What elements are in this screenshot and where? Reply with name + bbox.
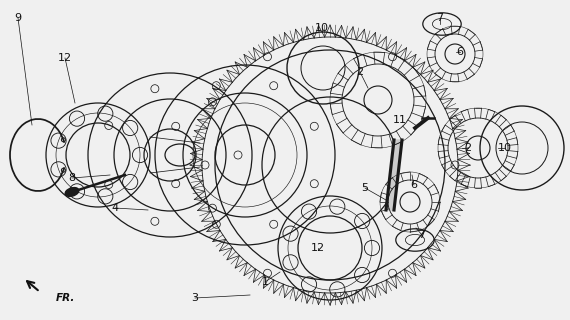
Text: 2: 2	[356, 67, 364, 77]
Text: 4: 4	[112, 203, 119, 213]
Text: 5: 5	[361, 183, 368, 193]
Text: 8: 8	[68, 173, 76, 183]
Text: 12: 12	[58, 53, 72, 63]
Text: 11: 11	[393, 115, 407, 125]
Text: 12: 12	[311, 243, 325, 253]
Text: 7: 7	[418, 230, 426, 240]
Text: 10: 10	[498, 143, 512, 153]
Text: FR.: FR.	[56, 293, 75, 303]
Polygon shape	[386, 140, 402, 210]
Text: 3: 3	[192, 293, 198, 303]
Text: 9: 9	[14, 13, 22, 23]
Text: 6: 6	[457, 47, 463, 57]
Text: 2: 2	[465, 143, 471, 153]
Text: 10: 10	[315, 23, 329, 33]
Text: 7: 7	[437, 13, 443, 23]
Ellipse shape	[65, 188, 79, 196]
Text: 1: 1	[262, 277, 268, 287]
Text: 6: 6	[410, 180, 417, 190]
